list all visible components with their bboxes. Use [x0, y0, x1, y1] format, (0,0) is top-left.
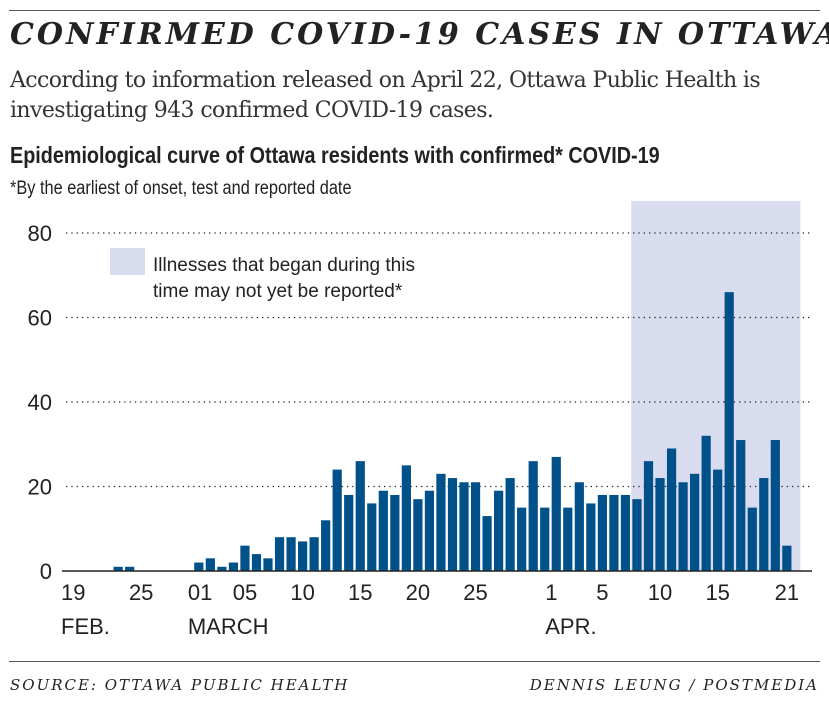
bar [655, 478, 665, 571]
bar [436, 473, 446, 571]
bar [678, 482, 688, 571]
bar [332, 469, 342, 571]
y-tick-label: 20 [28, 475, 52, 500]
bar [470, 482, 481, 571]
y-tick-label: 0 [40, 559, 52, 584]
x-tick-label: 5 [596, 580, 608, 605]
x-tick-label: 05 [233, 580, 257, 605]
bar [482, 516, 492, 571]
bar [782, 545, 792, 571]
bar [355, 461, 365, 571]
bar [759, 478, 769, 571]
month-label: FEB. [61, 614, 110, 639]
bar [632, 499, 642, 571]
intro-text: According to information released on Apr… [10, 68, 761, 123]
x-tick-label: 25 [463, 580, 487, 605]
bar [447, 478, 458, 571]
bar [574, 482, 584, 571]
bar [309, 537, 319, 571]
bar [517, 507, 527, 571]
bar [240, 545, 250, 571]
bar [609, 494, 619, 571]
bar [459, 482, 469, 571]
bar [747, 507, 757, 571]
bar [563, 507, 573, 571]
bar [298, 541, 308, 571]
bar [274, 537, 285, 571]
bar [690, 473, 700, 571]
bar [390, 494, 400, 571]
legend-swatch [110, 248, 145, 275]
bar [770, 440, 780, 571]
x-tick-label: 10 [648, 580, 672, 605]
source-credit: SOURCE: OTTAWA PUBLIC HEALTH [10, 676, 350, 694]
bar [251, 554, 262, 571]
bar [113, 566, 123, 571]
bar [125, 566, 135, 571]
bar [321, 520, 331, 571]
author-credit: DENNIS LEUNG / POSTMEDIA [529, 676, 819, 694]
month-label: APR. [545, 614, 596, 639]
bar [666, 448, 677, 571]
month-label: MARCH [188, 614, 269, 639]
bar [540, 507, 550, 571]
bar [724, 292, 734, 571]
legend-label: Illnesses that began during this [153, 255, 415, 276]
x-tick-label: 1 [545, 580, 557, 605]
bar [620, 494, 631, 571]
y-tick-label: 40 [28, 390, 52, 415]
bar [194, 562, 204, 571]
bar [217, 566, 227, 571]
x-tick-label: 15 [705, 580, 729, 605]
bar [551, 456, 561, 571]
bar [228, 562, 239, 571]
headline: CONFIRMED COVID-19 CASES IN OTTAWA [10, 17, 829, 52]
bar-chart: 0 20 40 60 80 19 FEB. 25 01 MARCH 05 10 15 20 25 1 APR.5… [28, 201, 812, 639]
x-tick-label: 10 [290, 580, 314, 605]
bottom-rule [9, 661, 820, 662]
x-tick-label: 15 [348, 580, 372, 605]
bar [713, 469, 723, 571]
chart-title: Epidemiological curve of Ottawa resident… [10, 142, 660, 168]
bar [286, 537, 296, 571]
bar [643, 461, 654, 571]
bar [378, 490, 388, 571]
bar [736, 440, 746, 571]
x-tick-label: 25 [129, 580, 153, 605]
bar [367, 503, 377, 571]
bar [597, 494, 607, 571]
chart-footnote: *By the earliest of onset, test and repo… [10, 178, 352, 199]
bar [701, 435, 711, 571]
bar [205, 558, 215, 571]
y-tick-label: 80 [28, 221, 52, 246]
legend-label: time may not yet be reported* [153, 281, 403, 302]
bar [413, 499, 423, 571]
bar [586, 503, 596, 571]
y-tick-label: 60 [28, 306, 52, 331]
bar [505, 478, 515, 571]
bar [528, 461, 538, 571]
x-tick-label: 19 [61, 580, 85, 605]
x-tick-label: 01 [188, 580, 212, 605]
bar [344, 494, 354, 571]
bar [494, 490, 504, 571]
bar [263, 558, 273, 571]
x-tick-label: 21 [775, 580, 799, 605]
bar [401, 465, 411, 571]
top-rule [9, 10, 820, 11]
bar [424, 490, 435, 571]
x-tick-label: 20 [406, 580, 430, 605]
